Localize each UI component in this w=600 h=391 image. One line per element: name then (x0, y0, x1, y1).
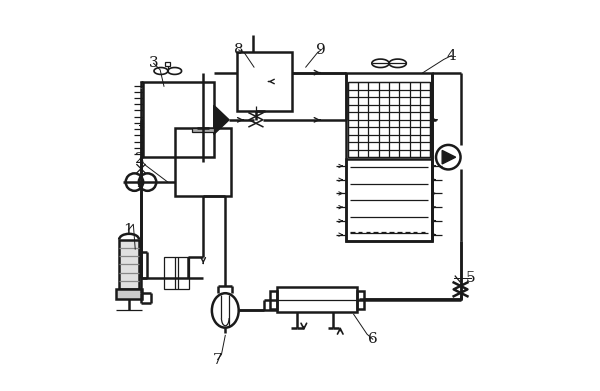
Bar (277, 287, 358, 312)
Bar (119, 240, 139, 289)
Bar (164, 257, 189, 289)
Bar (116, 289, 142, 299)
Bar (175, 128, 231, 196)
Bar (346, 159, 432, 242)
Text: 7: 7 (213, 353, 223, 366)
Text: 1: 1 (124, 223, 133, 237)
Text: 6: 6 (368, 332, 377, 346)
Text: 5: 5 (466, 271, 475, 285)
Bar (348, 83, 430, 157)
Bar (358, 291, 364, 308)
Bar (143, 83, 214, 157)
Bar (165, 62, 170, 66)
Text: 8: 8 (234, 43, 244, 57)
Bar (237, 52, 292, 111)
Polygon shape (442, 151, 455, 164)
Bar (270, 291, 277, 308)
Polygon shape (214, 105, 229, 135)
Text: 2: 2 (135, 152, 145, 166)
Text: 4: 4 (446, 48, 456, 63)
Text: 9: 9 (316, 43, 326, 57)
Bar (192, 128, 214, 132)
Text: 3: 3 (149, 56, 158, 70)
Bar (346, 73, 432, 242)
